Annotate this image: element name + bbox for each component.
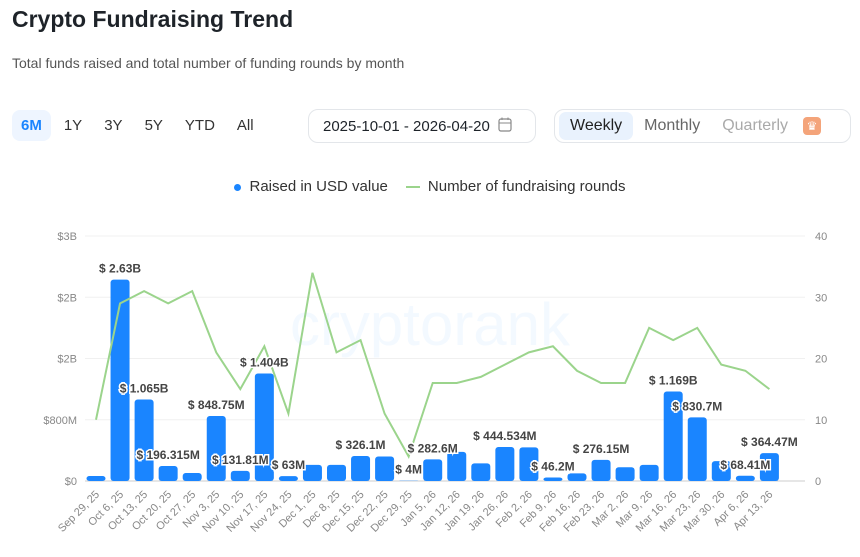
bar	[759, 453, 779, 481]
bar	[351, 456, 371, 481]
left-axis-tick: $3B	[57, 231, 77, 243]
bar	[711, 461, 731, 481]
legend-item-raised[interactable]: Raised in USD value	[234, 178, 388, 195]
bar	[182, 472, 202, 481]
bar	[543, 477, 563, 481]
bar	[519, 447, 539, 481]
bar	[639, 464, 659, 481]
bar-data-label: $ 1.065B	[120, 381, 169, 395]
rounds-line	[95, 272, 771, 459]
range-1y[interactable]: 1Y	[63, 117, 83, 134]
range-selector: 6M 1Y 3Y 5Y YTD All	[12, 110, 263, 141]
bar-data-label: $ 444.534M	[473, 429, 536, 443]
bar-data-label: $ 848.75M	[188, 398, 245, 412]
bar	[735, 475, 755, 481]
bar	[110, 279, 130, 481]
bar	[254, 373, 274, 481]
watermark-logo: cryptorank	[290, 291, 571, 358]
date-range-picker[interactable]: 2025-10-01 - 2026-04-20	[308, 109, 536, 143]
bar	[158, 465, 178, 481]
bar	[495, 446, 515, 481]
bar-data-label: $ 364.47M	[741, 435, 798, 449]
left-axis-tick: $0	[65, 476, 77, 488]
dot-icon	[234, 183, 242, 191]
bar-data-label: $ 196.315M	[136, 448, 199, 462]
bar-data-label: $ 46.2M	[531, 459, 574, 473]
right-axis-tick: 0	[815, 476, 821, 488]
calendar-icon	[498, 117, 512, 136]
bar	[302, 464, 322, 481]
range-5y[interactable]: 5Y	[144, 117, 163, 134]
legend-label: Raised in USD value	[249, 178, 388, 195]
bar	[375, 456, 395, 481]
crown-icon: ♛	[803, 117, 821, 135]
bar	[687, 417, 707, 481]
bar	[278, 476, 298, 481]
period-weekly[interactable]: Weekly	[559, 112, 634, 140]
left-axis-tick: $800M	[43, 415, 77, 427]
legend-label: Number of fundraising rounds	[427, 178, 626, 195]
bar-data-label: $ 4M	[395, 463, 422, 477]
bar	[447, 451, 467, 481]
range-6m[interactable]: 6M	[12, 110, 51, 141]
bar	[591, 459, 611, 481]
bar-data-label: $ 131.81M	[212, 453, 269, 467]
bar	[471, 463, 491, 481]
line-icon	[405, 186, 420, 189]
bar	[86, 476, 106, 481]
range-ytd[interactable]: YTD	[184, 117, 215, 134]
bar-data-label: $ 326.1M	[336, 438, 386, 452]
right-axis-tick: 20	[815, 354, 827, 366]
chart-legend: Raised in USD value Number of fundraisin…	[0, 178, 860, 195]
bar-data-label: $ 276.15M	[573, 442, 630, 456]
bar-data-label: $ 830.7M	[672, 399, 722, 413]
left-axis-tick: $2B	[57, 354, 77, 366]
right-axis-tick: 30	[815, 292, 827, 304]
bar-data-label: $ 282.6M	[408, 441, 458, 455]
bar-data-label: $ 63M	[272, 458, 305, 472]
bar-data-label: $ 1.404B	[240, 356, 289, 370]
bar	[423, 459, 443, 481]
legend-item-rounds[interactable]: Number of fundraising rounds	[405, 178, 626, 195]
date-range-value: 2025-10-01 - 2026-04-20	[323, 117, 490, 135]
period-selector: Weekly Monthly Quarterly ♛	[554, 109, 851, 143]
period-quarterly[interactable]: Quarterly	[722, 117, 788, 134]
page-subtitle: Total funds raised and total number of f…	[12, 55, 405, 71]
bar	[206, 416, 226, 481]
page-title: Crypto Fundraising Trend	[12, 6, 294, 32]
bar	[327, 464, 346, 481]
bar	[230, 470, 250, 481]
bar	[567, 473, 587, 481]
right-axis-tick: 40	[815, 231, 827, 243]
bar-data-label: $ 68.41M	[720, 458, 770, 472]
range-3y[interactable]: 3Y	[104, 117, 123, 134]
left-axis-tick: $2B	[57, 292, 77, 304]
bar-data-label: $ 2.63B	[99, 262, 141, 276]
period-monthly[interactable]: Monthly	[644, 117, 701, 134]
bar-data-label: $ 1.169B	[649, 373, 698, 387]
bar	[134, 399, 154, 481]
bar	[663, 391, 683, 481]
bar	[615, 467, 635, 481]
right-axis-tick: 10	[815, 415, 827, 427]
range-all[interactable]: All	[236, 117, 254, 134]
